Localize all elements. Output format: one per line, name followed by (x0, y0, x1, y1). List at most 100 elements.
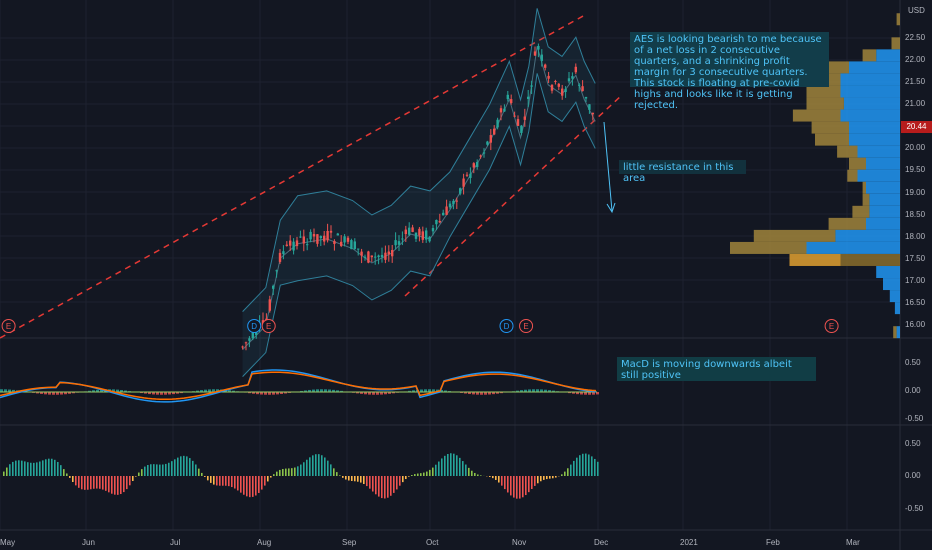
candle-body (472, 163, 475, 168)
price-tick: 21.00 (905, 99, 926, 108)
macd-histogram-bar (212, 389, 215, 392)
histogram-bar (327, 460, 329, 476)
macd-histogram-bar (12, 389, 15, 392)
candle-body (367, 251, 370, 263)
histogram-bar (138, 472, 140, 476)
histogram-bar (39, 461, 41, 476)
volume-profile-down (866, 217, 900, 230)
histogram-bar (3, 471, 5, 476)
volume-profile-down (869, 193, 900, 206)
candle-body (465, 174, 469, 176)
candle-body (527, 96, 530, 100)
histogram-bar (411, 475, 413, 476)
histogram-bar (147, 464, 149, 476)
candle-body (278, 252, 282, 262)
macd-histogram-bar (372, 392, 375, 395)
macd-histogram-bar (120, 390, 123, 392)
event-marker (499, 319, 514, 333)
macd-histogram-bar (428, 389, 431, 392)
macd-histogram-bar (208, 389, 211, 392)
histogram-bar (462, 461, 464, 476)
histogram-bar (573, 460, 575, 476)
histogram-bar (372, 476, 374, 492)
macd-histogram-bar (356, 392, 359, 394)
volume-profile-down (869, 205, 900, 218)
macd-histogram-bar (172, 392, 175, 395)
histogram-bar (279, 469, 281, 476)
macd-histogram-bar (420, 389, 423, 392)
histogram-bar (510, 476, 512, 496)
macd-histogram-bar (392, 392, 395, 394)
volume-profile-down (835, 229, 900, 242)
histogram-bar (156, 464, 158, 476)
histogram-bar (543, 476, 545, 480)
candle-body (581, 86, 584, 92)
histogram-bar (150, 464, 152, 476)
histogram-bar (432, 467, 434, 476)
macd-histogram-bar (468, 392, 471, 395)
macd-histogram-bar (148, 392, 151, 395)
histogram-bar (72, 476, 74, 482)
macd-histogram-bar (112, 389, 115, 392)
histogram-bar (390, 476, 392, 496)
histogram-bar (333, 468, 335, 476)
note-macd[interactable]: MacD is moving downwards albeit still po… (617, 357, 816, 381)
note-bearish[interactable]: AES is looking bearish to me because of … (630, 32, 829, 111)
volume-profile-up (753, 229, 836, 242)
volume-profile-down (866, 157, 900, 170)
histogram-bar (534, 476, 536, 486)
histogram-bar (120, 476, 122, 495)
trend-line-lower (404, 94, 623, 297)
histogram-bar (396, 476, 398, 490)
hist-tick: 0.50 (905, 439, 921, 448)
volume-profile-down (806, 241, 900, 254)
candle-body (564, 88, 567, 92)
candle-body (557, 83, 560, 87)
price-tick: 17.00 (905, 276, 926, 285)
histogram-bar (108, 476, 110, 493)
histogram-bar (276, 471, 278, 476)
macd-histogram-bar (592, 392, 595, 395)
histogram-bar (444, 455, 446, 476)
volume-profile-up (806, 97, 844, 110)
volume-profile-up (862, 49, 877, 62)
macd-histogram-bar (52, 392, 55, 395)
candle-body (533, 51, 537, 56)
histogram-bar (180, 456, 182, 476)
macd-histogram-bar (72, 392, 75, 394)
candle-body (418, 228, 421, 236)
macd-histogram-bar (432, 389, 435, 392)
macd-histogram-bar (152, 392, 155, 395)
histogram-bar (375, 476, 377, 495)
macd-histogram-bar (444, 390, 447, 392)
volume-profile-down (849, 133, 900, 146)
histogram-bar (570, 464, 572, 476)
histogram-bar (564, 471, 566, 476)
histogram-bar (105, 476, 107, 491)
volume-profile-up (896, 13, 900, 26)
price-tick: 18.00 (905, 232, 926, 241)
candle-body (442, 212, 445, 216)
histogram-bar (537, 476, 539, 484)
candle-body (578, 84, 581, 86)
histogram-bar (516, 476, 518, 499)
candle-body (425, 230, 428, 240)
volume-profile-down (849, 121, 900, 134)
volume-profile-down (857, 169, 900, 182)
macd-histogram-bar (496, 392, 499, 394)
macd-histogram-bar (588, 392, 591, 395)
macd-histogram-bar (232, 390, 235, 392)
macd-histogram-bar (488, 392, 491, 395)
histogram-bar (162, 464, 164, 476)
bollinger-lower (242, 73, 596, 377)
note-resistance[interactable]: little resistance in this area (619, 160, 746, 184)
last-price-label: 20.44 (901, 121, 932, 133)
histogram-bar (90, 476, 92, 490)
volume-profile-down (896, 326, 900, 339)
macd-histogram-bar (384, 392, 387, 395)
macd-histogram-bar (516, 390, 519, 392)
price-tick: 20.00 (905, 143, 926, 152)
macd-tick: 0.50 (905, 358, 921, 367)
macd-histogram-bar (584, 392, 587, 395)
